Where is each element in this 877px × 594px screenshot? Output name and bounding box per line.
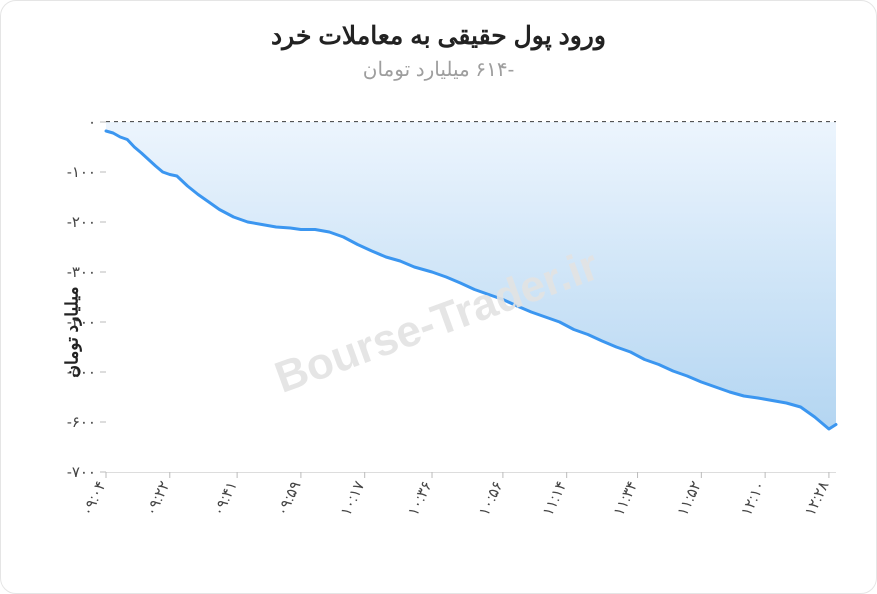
svg-text:۰: ۰ — [88, 114, 96, 131]
svg-text:۱۲:۱۰: ۱۲:۱۰ — [738, 479, 769, 519]
svg-text:۱۰:۵۶: ۱۰:۵۶ — [476, 479, 507, 519]
svg-text:۱۰:۱۷: ۱۰:۱۷ — [338, 479, 369, 519]
svg-text:۰۹:۰۴: ۰۹:۰۴ — [79, 479, 110, 519]
svg-text:-۱۰۰: -۱۰۰ — [67, 164, 96, 181]
chart-svg: ۰-۱۰۰-۲۰۰-۳۰۰-۴۰۰-۵۰۰-۶۰۰-۷۰۰۰۹:۰۴۰۹:۲۲۰… — [21, 112, 856, 552]
svg-text:-۳۰۰: -۳۰۰ — [67, 264, 96, 281]
y-axis-label: میلیارد تومان — [62, 287, 82, 378]
svg-text:۰۹:۲۲: ۰۹:۲۲ — [143, 479, 174, 519]
svg-text:۱۱:۵۲: ۱۱:۵۲ — [674, 479, 705, 519]
svg-text:۱۱:۱۴: ۱۱:۱۴ — [540, 479, 571, 519]
svg-text:۱۲:۲۸: ۱۲:۲۸ — [802, 479, 833, 519]
svg-text:-۲۰۰: -۲۰۰ — [67, 214, 96, 231]
svg-text:۱۰:۳۶: ۱۰:۳۶ — [405, 479, 436, 519]
svg-text:-۷۰۰: -۷۰۰ — [67, 464, 96, 481]
svg-text:۰۹:۵۹: ۰۹:۵۹ — [274, 479, 305, 519]
svg-text:-۶۰۰: -۶۰۰ — [67, 414, 96, 431]
svg-text:۰۹:۴۱: ۰۹:۴۱ — [210, 479, 241, 519]
chart-title: ورود پول حقیقی به معاملات خرد — [21, 21, 856, 51]
chart-subtitle: -۶۱۴ میلیارد تومان — [21, 57, 856, 82]
chart-area: میلیارد تومان Bourse-Trader.ir ۰-۱۰۰-۲۰۰… — [21, 112, 856, 552]
chart-card: ورود پول حقیقی به معاملات خرد -۶۱۴ میلیا… — [0, 0, 877, 594]
svg-text:۱۱:۳۴: ۱۱:۳۴ — [610, 479, 641, 519]
